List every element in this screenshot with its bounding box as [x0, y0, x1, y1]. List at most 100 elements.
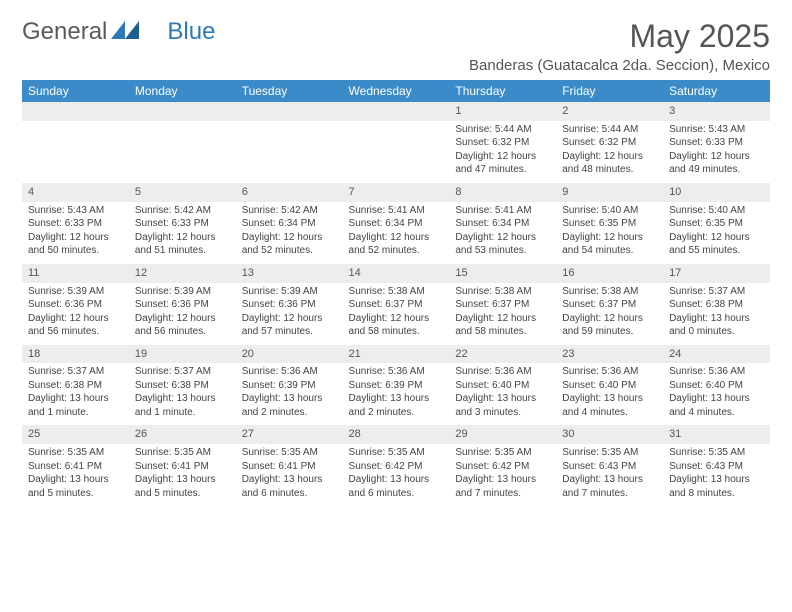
calendar-day-cell: 28Sunrise: 5:35 AMSunset: 6:42 PMDayligh… [343, 425, 450, 506]
day-number [343, 102, 450, 121]
day-data: Sunrise: 5:35 AMSunset: 6:42 PMDaylight:… [343, 444, 450, 506]
day-data: Sunrise: 5:39 AMSunset: 6:36 PMDaylight:… [22, 283, 129, 345]
day-number: 7 [343, 183, 450, 202]
day-data: Sunrise: 5:39 AMSunset: 6:36 PMDaylight:… [129, 283, 236, 345]
calendar-table: SundayMondayTuesdayWednesdayThursdayFrid… [22, 80, 770, 506]
title-block: May 2025 Banderas (Guatacalca 2da. Secci… [469, 18, 770, 74]
day-number: 29 [449, 425, 556, 444]
day-data: Sunrise: 5:38 AMSunset: 6:37 PMDaylight:… [343, 283, 450, 345]
day-number: 27 [236, 425, 343, 444]
day-number: 11 [22, 264, 129, 283]
day-number: 28 [343, 425, 450, 444]
brand-part1: General [22, 18, 107, 46]
calendar-day-cell: 23Sunrise: 5:36 AMSunset: 6:40 PMDayligh… [556, 345, 663, 426]
weekday-header: Friday [556, 80, 663, 102]
calendar-day-cell [343, 102, 450, 183]
day-data: Sunrise: 5:36 AMSunset: 6:40 PMDaylight:… [449, 363, 556, 425]
calendar-day-cell: 16Sunrise: 5:38 AMSunset: 6:37 PMDayligh… [556, 264, 663, 345]
day-data: Sunrise: 5:41 AMSunset: 6:34 PMDaylight:… [449, 202, 556, 264]
calendar-day-cell: 15Sunrise: 5:38 AMSunset: 6:37 PMDayligh… [449, 264, 556, 345]
calendar-day-cell: 6Sunrise: 5:42 AMSunset: 6:34 PMDaylight… [236, 183, 343, 264]
day-number: 23 [556, 345, 663, 364]
calendar-body: 1Sunrise: 5:44 AMSunset: 6:32 PMDaylight… [22, 102, 770, 506]
calendar-day-cell: 20Sunrise: 5:36 AMSunset: 6:39 PMDayligh… [236, 345, 343, 426]
calendar-day-cell: 22Sunrise: 5:36 AMSunset: 6:40 PMDayligh… [449, 345, 556, 426]
day-number: 19 [129, 345, 236, 364]
day-data: Sunrise: 5:38 AMSunset: 6:37 PMDaylight:… [556, 283, 663, 345]
day-data: Sunrise: 5:36 AMSunset: 6:40 PMDaylight:… [663, 363, 770, 425]
day-data: Sunrise: 5:35 AMSunset: 6:41 PMDaylight:… [236, 444, 343, 506]
calendar-day-cell: 9Sunrise: 5:40 AMSunset: 6:35 PMDaylight… [556, 183, 663, 264]
day-data: Sunrise: 5:40 AMSunset: 6:35 PMDaylight:… [663, 202, 770, 264]
day-number [22, 102, 129, 121]
day-number: 21 [343, 345, 450, 364]
day-data: Sunrise: 5:36 AMSunset: 6:39 PMDaylight:… [343, 363, 450, 425]
calendar-day-cell: 14Sunrise: 5:38 AMSunset: 6:37 PMDayligh… [343, 264, 450, 345]
calendar-day-cell: 3Sunrise: 5:43 AMSunset: 6:33 PMDaylight… [663, 102, 770, 183]
calendar-day-cell: 21Sunrise: 5:36 AMSunset: 6:39 PMDayligh… [343, 345, 450, 426]
day-number: 14 [343, 264, 450, 283]
day-number: 16 [556, 264, 663, 283]
day-data: Sunrise: 5:36 AMSunset: 6:39 PMDaylight:… [236, 363, 343, 425]
day-number: 22 [449, 345, 556, 364]
day-data: Sunrise: 5:37 AMSunset: 6:38 PMDaylight:… [129, 363, 236, 425]
calendar-day-cell: 5Sunrise: 5:42 AMSunset: 6:33 PMDaylight… [129, 183, 236, 264]
calendar-day-cell: 30Sunrise: 5:35 AMSunset: 6:43 PMDayligh… [556, 425, 663, 506]
day-data: Sunrise: 5:43 AMSunset: 6:33 PMDaylight:… [663, 121, 770, 183]
day-number: 31 [663, 425, 770, 444]
weekday-header: Monday [129, 80, 236, 102]
day-number: 10 [663, 183, 770, 202]
calendar-day-cell: 18Sunrise: 5:37 AMSunset: 6:38 PMDayligh… [22, 345, 129, 426]
calendar-day-cell [22, 102, 129, 183]
day-data: Sunrise: 5:35 AMSunset: 6:41 PMDaylight:… [129, 444, 236, 506]
day-data: Sunrise: 5:36 AMSunset: 6:40 PMDaylight:… [556, 363, 663, 425]
day-number: 6 [236, 183, 343, 202]
day-data: Sunrise: 5:41 AMSunset: 6:34 PMDaylight:… [343, 202, 450, 264]
day-number: 25 [22, 425, 129, 444]
calendar-day-cell [236, 102, 343, 183]
day-data: Sunrise: 5:37 AMSunset: 6:38 PMDaylight:… [663, 283, 770, 345]
day-data: Sunrise: 5:38 AMSunset: 6:37 PMDaylight:… [449, 283, 556, 345]
calendar-week-row: 4Sunrise: 5:43 AMSunset: 6:33 PMDaylight… [22, 183, 770, 264]
calendar-day-cell: 4Sunrise: 5:43 AMSunset: 6:33 PMDaylight… [22, 183, 129, 264]
day-number: 2 [556, 102, 663, 121]
calendar-day-cell: 11Sunrise: 5:39 AMSunset: 6:36 PMDayligh… [22, 264, 129, 345]
day-data: Sunrise: 5:44 AMSunset: 6:32 PMDaylight:… [449, 121, 556, 183]
day-number: 24 [663, 345, 770, 364]
day-data: Sunrise: 5:42 AMSunset: 6:34 PMDaylight:… [236, 202, 343, 264]
day-number: 12 [129, 264, 236, 283]
weekday-header: Thursday [449, 80, 556, 102]
day-number: 20 [236, 345, 343, 364]
day-number: 4 [22, 183, 129, 202]
brand-triangle-icon [111, 18, 139, 46]
day-data: Sunrise: 5:42 AMSunset: 6:33 PMDaylight:… [129, 202, 236, 264]
brand-part2: Blue [167, 18, 215, 46]
calendar-week-row: 11Sunrise: 5:39 AMSunset: 6:36 PMDayligh… [22, 264, 770, 345]
calendar-day-cell: 26Sunrise: 5:35 AMSunset: 6:41 PMDayligh… [129, 425, 236, 506]
day-data: Sunrise: 5:35 AMSunset: 6:43 PMDaylight:… [663, 444, 770, 506]
day-number: 17 [663, 264, 770, 283]
day-data: Sunrise: 5:43 AMSunset: 6:33 PMDaylight:… [22, 202, 129, 264]
day-number [236, 102, 343, 121]
day-number: 15 [449, 264, 556, 283]
calendar-day-cell: 19Sunrise: 5:37 AMSunset: 6:38 PMDayligh… [129, 345, 236, 426]
day-number [129, 102, 236, 121]
day-number: 9 [556, 183, 663, 202]
day-data: Sunrise: 5:35 AMSunset: 6:41 PMDaylight:… [22, 444, 129, 506]
brand-logo: General Blue [22, 18, 215, 46]
day-number: 13 [236, 264, 343, 283]
day-data: Sunrise: 5:35 AMSunset: 6:42 PMDaylight:… [449, 444, 556, 506]
calendar-day-cell: 8Sunrise: 5:41 AMSunset: 6:34 PMDaylight… [449, 183, 556, 264]
weekday-header: Wednesday [343, 80, 450, 102]
weekday-header-row: SundayMondayTuesdayWednesdayThursdayFrid… [22, 80, 770, 102]
day-number: 1 [449, 102, 556, 121]
calendar-day-cell: 12Sunrise: 5:39 AMSunset: 6:36 PMDayligh… [129, 264, 236, 345]
day-data: Sunrise: 5:40 AMSunset: 6:35 PMDaylight:… [556, 202, 663, 264]
calendar-day-cell: 25Sunrise: 5:35 AMSunset: 6:41 PMDayligh… [22, 425, 129, 506]
calendar-day-cell: 17Sunrise: 5:37 AMSunset: 6:38 PMDayligh… [663, 264, 770, 345]
day-data: Sunrise: 5:37 AMSunset: 6:38 PMDaylight:… [22, 363, 129, 425]
day-data: Sunrise: 5:35 AMSunset: 6:43 PMDaylight:… [556, 444, 663, 506]
calendar-day-cell: 29Sunrise: 5:35 AMSunset: 6:42 PMDayligh… [449, 425, 556, 506]
day-data: Sunrise: 5:44 AMSunset: 6:32 PMDaylight:… [556, 121, 663, 183]
calendar-day-cell: 2Sunrise: 5:44 AMSunset: 6:32 PMDaylight… [556, 102, 663, 183]
